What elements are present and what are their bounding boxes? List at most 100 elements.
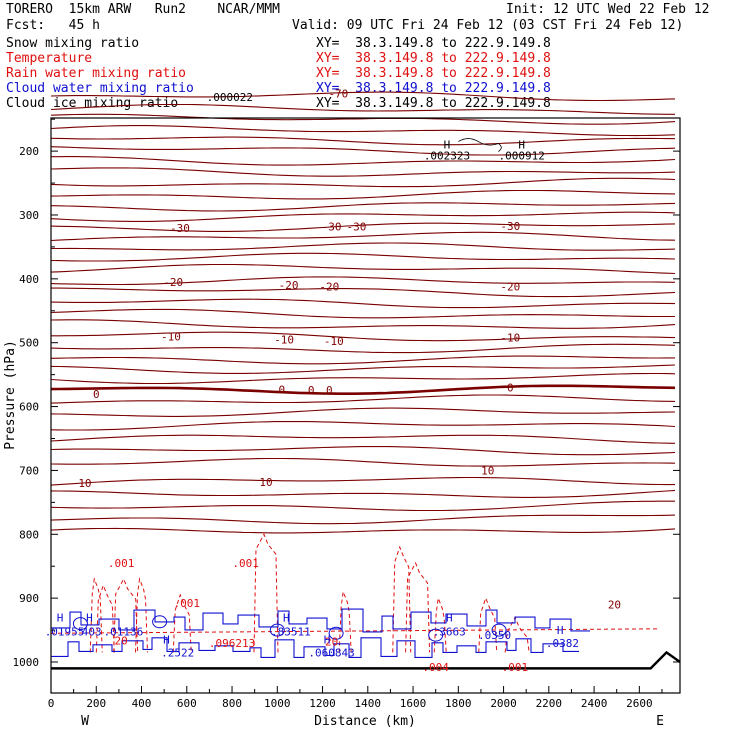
contour-label-41: .2522 [161,646,194,659]
y-tick-label-700: 700 [19,464,39,477]
x-tick-label-1400: 1400 [355,697,382,710]
cloud-contour-top [51,608,590,633]
y-tick-label-300: 300 [19,209,39,222]
isotherm-line-15 [50,319,676,329]
isotherm-line-2 [50,136,676,146]
contour-label-28: .004 [422,661,449,674]
isotherm--40 [50,167,676,177]
contour-label-40: H [163,634,170,647]
legend-xy-snow: XY= 38.3.149.8 to 222.9.149.8 [316,36,551,51]
contour-label-3: -30 [347,220,367,233]
x-end-label-east: E [656,714,664,729]
contour-label-47: .3663 [433,625,466,638]
x-tick-label-2600: 2600 [626,697,653,710]
contour-label-0: -70 [328,88,348,101]
cloud-cell-2 [269,623,285,637]
rain-contour-2 [113,577,139,653]
contour-label-46: H [446,611,453,624]
legend-label-cloud-water: Cloud water mixing ratio [6,81,194,96]
rain-contour-6 [338,589,352,653]
isotherm-0 [50,384,676,395]
x-tick-label-1000: 1000 [264,697,291,710]
contour-label-35: H [57,611,64,624]
isotherm-line-24 [50,446,676,456]
rain-contour-5 [253,533,279,653]
isotherm--50 [50,146,676,156]
isotherm-line-14 [50,308,675,319]
y-tick-label-400: 400 [19,273,39,286]
rain-contour-band [50,628,661,634]
contour-label-15: 0 [308,384,315,397]
legend-xy-temperature: XY= 38.3.149.8 to 222.9.149.8 [316,51,551,66]
contour-label-50: .0382 [546,637,579,650]
x-tick-label-1600: 1600 [400,697,427,710]
model-title: TORERO 15km ARW Run2 NCAR/MMM [6,2,280,17]
isotherm-line-9 [51,242,676,251]
isotherm--70 [50,91,676,102]
isotherm-line-22 [50,420,676,431]
contour-label-34: .000912 [498,150,544,163]
x-tick-label-1200: 1200 [309,697,336,710]
ice-contour [458,138,502,152]
contour-label-48: .0350 [478,629,511,642]
x-tick-label-800: 800 [222,697,242,710]
contour-label-23: 20 [325,636,338,649]
contour-label-29: .001 [502,661,529,674]
cloud-ice-contours [51,138,681,670]
legend-xy-cloud-ice: XY= 38.3.149.8 to 222.9.149.8 [316,96,551,111]
contour-label-11: -10 [324,335,344,348]
isotherm-line-13 [50,298,676,309]
x-end-label-west: W [81,714,89,729]
contour-label-10: -10 [274,334,294,347]
contour-label-21: 20 [608,599,621,612]
legend-label-cloud-ice: Cloud ice mixing ratio [6,96,179,111]
contour-label-27: .096213 [209,637,255,650]
cloud-cell-4 [428,628,444,642]
isotherm-line-12 [51,287,676,298]
contour-label-44: H [324,634,331,647]
contour-label-31: H [444,139,451,152]
rain-contour-0 [89,577,103,653]
rain-contour-11 [504,616,530,653]
plot-border [50,117,681,694]
contour-label-1: -30 [170,222,190,235]
contour-label-43: .83511 [271,625,311,638]
contour-label-38: 403 [82,625,102,638]
valid-time: Valid: 09 UTC Fri 24 Feb 12 (03 CST Fri … [292,18,684,33]
contour-label-6: -20 [279,279,299,292]
init-time: Init: 12 UTC Wed 22 Feb 12 [506,2,710,17]
x-tick-label-400: 400 [132,697,152,710]
legend-label-temperature: Temperature [6,51,93,66]
isotherm-line-8 [50,231,676,242]
isotherm-line-25 [50,457,676,467]
isotherm--20 [50,276,676,286]
contour-label-2: -30 [322,220,342,233]
contour-label-32: .002323 [424,150,470,163]
contour-label-20: 10 [481,464,494,477]
isotherm--10 [51,331,676,342]
isotherm--60 [50,125,676,137]
isotherm-20 [50,527,676,534]
x-tick-label-600: 600 [177,697,197,710]
x-tick-label-0: 0 [48,697,55,710]
isotherm-line-26 [50,489,676,498]
isotherm-line-3 [51,156,676,166]
cloud-cell-3 [328,626,344,640]
isotherm-line-10 [50,252,676,262]
isotherm--30 [50,222,676,232]
contour-label-13: 0 [93,388,100,401]
contour-label-24: .001 [108,557,135,570]
cloud-cell-5 [491,623,507,637]
x-axis-ticks: 0 200 400 600 800 1000 1200 1400 1600 1800 2000 220… [48,686,663,710]
isotherm-line-11 [50,263,676,275]
rain-contour-1 [95,583,115,653]
forecast-hour: Fcst: 45 h [6,18,100,33]
rain-contour-8 [405,561,431,653]
y-tick-label-200: 200 [19,145,39,158]
contour-label-49: H [557,624,564,637]
contour-label-22: 20 [115,634,128,647]
contour-label-26: .001 [174,597,201,610]
isotherm-line-16 [50,343,676,354]
isotherm-line-23 [50,434,676,444]
